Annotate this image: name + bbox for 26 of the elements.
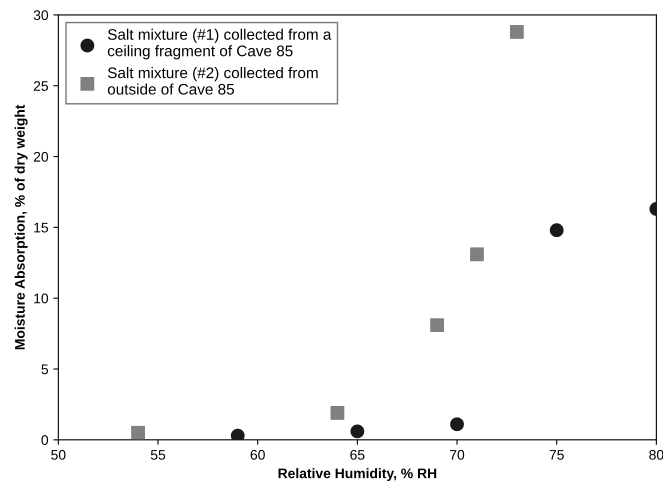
point [430,318,444,332]
x-tick-label: 55 [150,450,166,460]
point [550,223,564,238]
y-tick-label: 15 [34,222,48,233]
point [510,25,524,39]
x-tick-label: 75 [550,450,564,460]
point [470,247,484,262]
y-tick-label: 5 [41,364,48,374]
point [230,428,245,440]
y-axis-title: Moisture Absorption, % of dry weight [14,104,28,350]
point [450,417,464,432]
y-tick-label: 30 [34,10,48,20]
point [350,424,364,438]
y-tick-label: 10 [34,294,48,304]
point [330,406,344,420]
y-tick-label: 20 [34,152,48,162]
legend-label: Salt mixture (#1) collected from a ceiling fragment of Cave 85 [108,28,332,60]
x-tick-label: 65 [350,450,364,460]
y-tick-label: 0 [41,435,48,446]
x-axis-title: Relative Humidity, % RH [278,468,436,482]
x-tick-label: 60 [250,450,265,460]
point [131,426,145,440]
y-tick-label: 25 [34,81,48,91]
legend-label: Salt mixture (#2) collected from outside of Cave 85 [108,66,318,95]
x-tick-label: 50 [51,450,66,460]
x-tick-label: 70 [450,450,464,460]
